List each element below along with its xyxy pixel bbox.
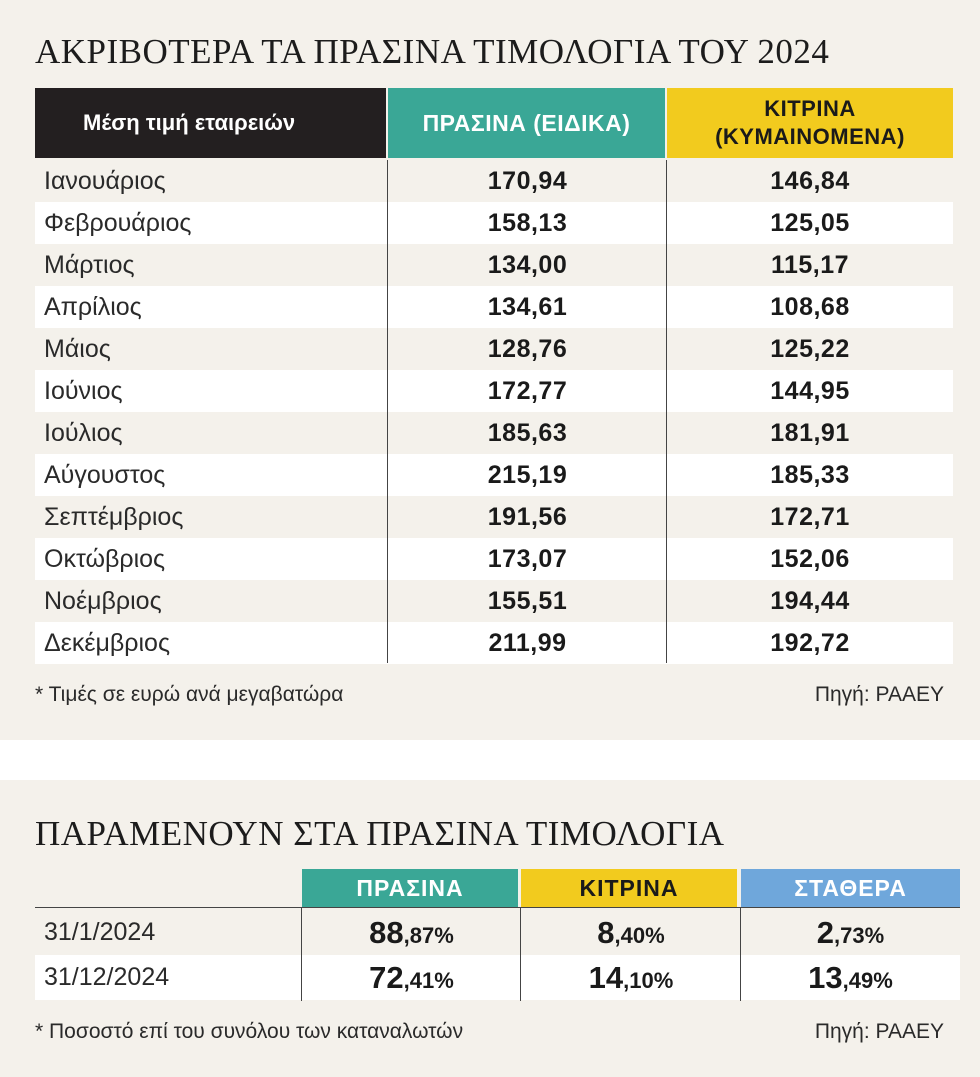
green-share: 88,87% (302, 915, 521, 951)
date-label: 31/1/2024 (44, 918, 156, 946)
yellow-value: 144,95 (770, 376, 850, 405)
header-green: ΠΡΑΣΙΝΑ (302, 869, 518, 907)
share-integer: 14 (588, 959, 624, 995)
green-value: 211,99 (488, 628, 567, 657)
table-row: Μάιος 128,76 125,22 (35, 328, 953, 370)
green-value: 158,13 (487, 208, 568, 237)
share-decimal: ,87% (403, 922, 454, 948)
month-label: Απρίλιος (44, 292, 142, 321)
share-integer: 8 (597, 914, 615, 950)
table-row: Δεκέμβριος 211,99 192,72 (35, 622, 953, 664)
table-row: Ιανουάριος 170,94 146,84 (35, 160, 953, 202)
column-divider (520, 907, 521, 1001)
column-divider (301, 907, 302, 1001)
month-label: Φεβρουάριος (44, 208, 192, 237)
column-divider (740, 907, 741, 1001)
month-label: Νοέμβριος (44, 586, 162, 615)
share-decimal: ,40% (614, 922, 665, 948)
table-row: Φεβρουάριος 158,13 125,05 (35, 202, 953, 244)
month-label: Σεπτέμβριος (44, 502, 184, 531)
header-avg-price: Μέση τιμή εταιρειών (35, 88, 386, 158)
table-row: Ιούλιος 185,63 181,91 (35, 412, 953, 454)
column-divider (387, 160, 388, 663)
yellow-value: 125,05 (770, 208, 850, 237)
table-row: Νοέμβριος 155,51 194,44 (35, 580, 953, 622)
share-table-title: ΠΑΡΑΜΕΝΟΥΝ ΣΤΑ ΠΡΑΣΙΝΑ ΤΙΜΟΛΟΓΙΑ (35, 814, 725, 853)
yellow-value: 108,68 (770, 292, 850, 321)
month-label: Ιούνιος (44, 376, 123, 405)
share-table-body: 31/1/2024 88,87% 8,40% 2,73% 31/12/2024 … (35, 910, 960, 1000)
fixed-share: 13,49% (741, 960, 960, 996)
share-integer: 13 (808, 959, 843, 995)
table-row: 31/12/2024 72,41% 14,10% 13,49% (35, 955, 960, 1000)
price-footnote: * Τιμές σε ευρώ ανά μεγαβατώρα (35, 683, 344, 706)
header-yellow: ΚΙΤΡΙΝΑ (521, 869, 737, 907)
share-integer: 2 (816, 914, 835, 950)
share-footnote: * Ποσοστό επί του συνόλου των καταναλωτώ… (35, 1020, 464, 1043)
fixed-share: 2,73% (741, 915, 960, 951)
green-value: 191,56 (487, 502, 568, 531)
price-table-body: Ιανουάριος 170,94 146,84 Φεβρουάριος 158,13… (35, 160, 953, 664)
yellow-value: 146,84 (770, 166, 850, 195)
month-label: Αύγουστος (44, 460, 166, 489)
price-source: Πηγή: ΡΑΑΕΥ (814, 683, 944, 706)
share-decimal: ,49% (842, 967, 893, 993)
green-value: 173,07 (487, 544, 568, 573)
green-value: 155,51 (487, 586, 568, 615)
green-value: 134,61 (487, 292, 568, 321)
column-divider (666, 160, 667, 663)
table-row: Σεπτέμβριος 191,56 172,71 (35, 496, 953, 538)
month-label: Ιούλιος (44, 418, 123, 447)
table-row: Ιούνιος 172,77 144,95 (35, 370, 953, 412)
share-decimal: ,10% (623, 967, 674, 993)
yellow-share: 14,10% (521, 960, 741, 996)
yellow-value: 115,17 (770, 250, 850, 279)
price-table-title: ΑΚΡΙΒΟΤΕΡΑ ΤΑ ΠΡΑΣΙΝΑ ΤΙΜΟΛΟΓΙΑ ΤΟΥ 2024 (35, 32, 830, 71)
yellow-value: 194,44 (770, 586, 850, 615)
green-share: 72,41% (302, 960, 521, 996)
green-value: 185,63 (487, 418, 568, 447)
header-divider (35, 907, 960, 908)
header-yellow-tariffs: ΚΙΤΡΙΝΑ (ΚΥΜΑΙΝΟΜΕΝΑ) (667, 88, 953, 158)
green-value: 215,19 (487, 460, 568, 489)
yellow-value: 185,33 (770, 460, 850, 489)
table-row: Μάρτιος 134,00 115,17 (35, 244, 953, 286)
yellow-value: 192,72 (770, 628, 850, 657)
month-label: Ιανουάριος (44, 166, 166, 195)
month-label: Μάιος (44, 334, 111, 363)
yellow-value: 125,22 (770, 334, 850, 363)
share-source: Πηγή: ΡΑΑΕΥ (814, 1020, 944, 1043)
share-integer: 88 (369, 914, 404, 950)
green-value: 172,77 (487, 376, 568, 405)
month-label: Δεκέμβριος (44, 628, 171, 657)
header-yellow-tariffs-label: ΚΙΤΡΙΝΑ (ΚΥΜΑΙΝΟΜΕΝΑ) (715, 96, 905, 149)
yellow-value: 181,91 (770, 418, 850, 447)
table-row: Οκτώβριος 173,07 152,06 (35, 538, 953, 580)
share-decimal: ,73% (834, 922, 885, 948)
yellow-value: 172,71 (770, 502, 850, 531)
header-green-tariffs: ΠΡΑΣΙΝΑ (ΕΙΔΙΚΑ) (388, 88, 665, 158)
table-row: Αύγουστος 215,19 185,33 (35, 454, 953, 496)
header-fixed: ΣΤΑΘΕΡΑ (741, 869, 960, 907)
price-table-panel: ΑΚΡΙΒΟΤΕΡΑ ΤΑ ΠΡΑΣΙΝΑ ΤΙΜΟΛΟΓΙΑ ΤΟΥ 2024… (0, 0, 980, 740)
share-decimal: ,41% (403, 967, 454, 993)
share-table-panel: ΠΑΡΑΜΕΝΟΥΝ ΣΤΑ ΠΡΑΣΙΝΑ ΤΙΜΟΛΟΓΙΑ ΠΡΑΣΙΝΑ… (0, 780, 980, 1077)
share-integer: 72 (369, 959, 404, 995)
month-label: Οκτώβριος (44, 544, 166, 573)
table-row: Απρίλιος 134,61 108,68 (35, 286, 953, 328)
date-label: 31/12/2024 (44, 963, 170, 991)
yellow-value: 152,06 (770, 544, 850, 573)
table-row: 31/1/2024 88,87% 8,40% 2,73% (35, 910, 960, 955)
month-label: Μάρτιος (44, 250, 135, 279)
green-value: 170,94 (487, 166, 568, 195)
green-value: 134,00 (487, 250, 568, 279)
yellow-share: 8,40% (521, 915, 741, 951)
green-value: 128,76 (487, 334, 568, 363)
